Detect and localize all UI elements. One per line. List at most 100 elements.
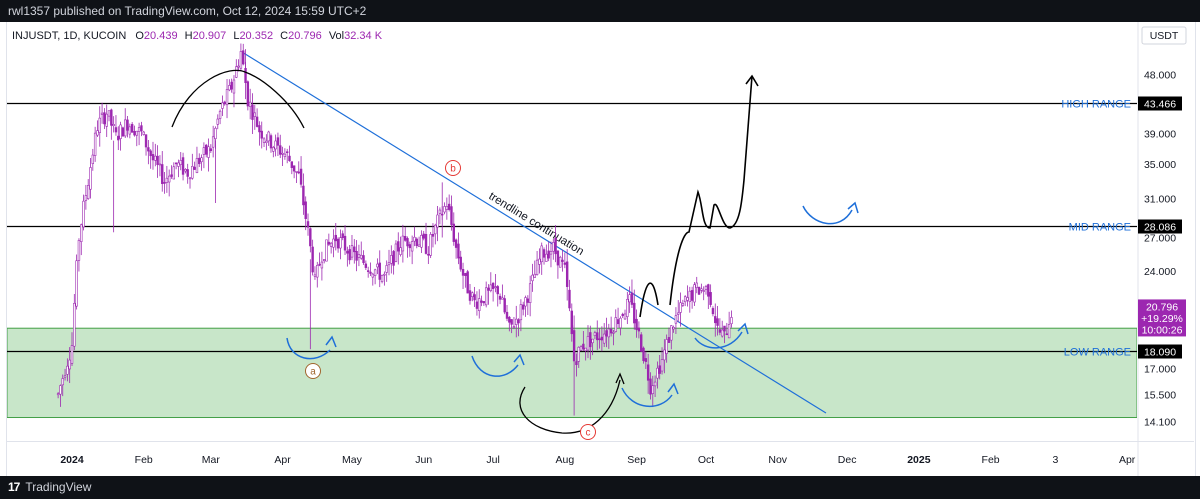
candle-body-172: [454, 239, 458, 248]
projection-path-drawing: [639, 75, 753, 318]
candle-body-232: [593, 332, 597, 336]
symbol-legend: INJUSDT, 1D, KUCOIN O20.439 H20.907 L20.…: [12, 30, 382, 42]
candle-body-23: [110, 109, 113, 126]
blue-curve-arrow-icon-0: [286, 335, 337, 360]
price-tick-6: 17.000: [1144, 364, 1176, 376]
candle-body-149: [401, 235, 405, 252]
candle-body-135: [369, 271, 372, 274]
candle-body-227: [582, 343, 585, 350]
candle-body-103: [295, 171, 298, 173]
candle-body-213: [549, 251, 553, 255]
support-zone[interactable]: [7, 327, 1137, 419]
candle-body-255: [646, 364, 650, 381]
marker-circle-2: [580, 424, 596, 440]
footer-bar: 17 TradingView: [0, 476, 1200, 499]
time-tick-10: Nov: [768, 454, 787, 466]
candle-body-288: [723, 325, 726, 332]
candle-body-10: [80, 224, 83, 242]
candle-body-57: [188, 177, 192, 180]
time-tick-6: Jul: [486, 454, 499, 466]
candle-body-198: [515, 318, 518, 325]
candle-body-242: [616, 319, 620, 325]
candle-body-204: [528, 283, 532, 303]
candle-body-54: [181, 157, 185, 175]
candle-body-189: [494, 286, 497, 288]
candle-body-276: [695, 282, 698, 288]
candle-body-52: [177, 162, 180, 167]
high-label: H: [184, 30, 193, 42]
time-tick-13: Feb: [982, 454, 1000, 466]
candle-body-65: [207, 146, 210, 158]
brand[interactable]: 17 TradingView: [8, 476, 91, 499]
price-tick-0: 48.000: [1144, 70, 1176, 82]
candle-body-184: [482, 301, 486, 304]
candle-body-263: [665, 339, 668, 354]
time-tick-14: 3: [1052, 454, 1058, 466]
candle-body-185: [484, 287, 488, 306]
candle-body-291: [730, 317, 733, 325]
candle-body-137: [373, 269, 377, 276]
candle-body-123: [341, 233, 344, 238]
candle-body-58: [191, 166, 194, 179]
blue-curve-arrow-icon-3: [694, 322, 749, 349]
candle-body-106: [302, 185, 305, 206]
candle-body-270: [681, 303, 685, 306]
candle-body-111: [313, 274, 317, 277]
candle-body-234: [598, 338, 601, 341]
candle-body-257: [651, 385, 654, 394]
candle-body-156: [417, 244, 421, 247]
candle-body-29: [124, 119, 127, 137]
candle-body-87: [258, 125, 261, 133]
candle-body-43: [156, 155, 159, 165]
candle-body-290: [727, 324, 731, 339]
level-label-1: MID RANGE: [1069, 222, 1131, 234]
candle-body-183: [480, 300, 483, 303]
candle-body-138: [376, 263, 379, 268]
candle-body-251: [637, 327, 641, 332]
candle-body-96: [279, 145, 282, 155]
candle-body-267: [674, 315, 678, 324]
candle-body-60: [195, 158, 199, 174]
time-tick-7: Aug: [556, 454, 575, 466]
candle-body-127: [350, 245, 354, 258]
chart-frame[interactable]: [6, 22, 1196, 476]
volume-value: 32.34 K: [344, 30, 383, 42]
candle-body-73: [225, 89, 229, 106]
currency-box[interactable]: [1141, 26, 1187, 45]
time-tick-9: Oct: [698, 454, 714, 466]
candle-body-112: [316, 264, 319, 278]
candle-body-32: [130, 124, 134, 133]
candle-body-268: [677, 312, 680, 315]
candle-body-261: [660, 359, 664, 372]
bottom-cup-drawing: [519, 372, 625, 434]
volume-label: Vol: [328, 30, 345, 42]
candle-body-4: [66, 365, 69, 375]
candle-body-34: [135, 130, 138, 136]
tradingview-logo-icon: 17: [8, 480, 20, 494]
candle-body-258: [653, 381, 657, 387]
candle-body-31: [128, 126, 132, 135]
candle-body-162: [431, 233, 435, 237]
time-tick-3: Apr: [274, 454, 291, 466]
candle-body-78: [237, 65, 240, 68]
candle-body-245: [623, 313, 627, 320]
candle-body-250: [635, 318, 638, 330]
candle-body-203: [526, 298, 530, 303]
candle-body-41: [151, 154, 155, 161]
candle-body-159: [424, 233, 428, 254]
candle-body-256: [649, 378, 652, 395]
candle-body-15: [91, 154, 95, 164]
trendline[interactable]: [241, 51, 827, 414]
open-value: 20.439: [143, 30, 178, 42]
last-price-value: 20.796: [1146, 301, 1178, 313]
level-price-tag-2: [1138, 344, 1182, 359]
candle-body-208: [538, 258, 541, 265]
candle-body-44: [158, 163, 162, 166]
candle-body-20: [103, 112, 106, 125]
candle-body-222: [570, 310, 573, 335]
candle-body-283: [711, 308, 715, 315]
candle-body-132: [362, 255, 365, 264]
candle-body-181: [475, 301, 479, 309]
candle-body-45: [161, 164, 164, 184]
